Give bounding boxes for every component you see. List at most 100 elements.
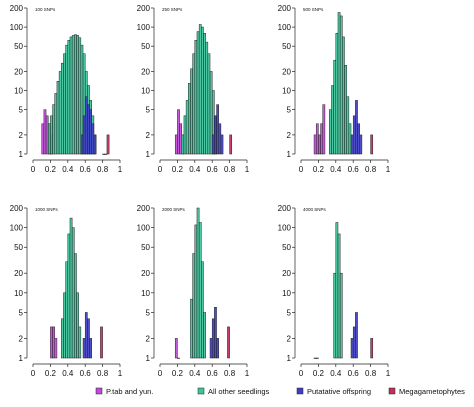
- histogram-bar: [89, 338, 92, 359]
- y-tick-label: 20: [141, 67, 150, 76]
- legend-label: Megagametophytes: [399, 387, 465, 396]
- histogram-bar: [67, 233, 71, 359]
- x-tick-label: 0.6: [80, 369, 92, 378]
- histogram-bar: [348, 123, 352, 155]
- histogram-bar: [201, 26, 204, 155]
- histogram-bar: [331, 85, 334, 155]
- histogram-bar: [203, 312, 206, 359]
- histogram-bar: [84, 312, 88, 359]
- y-tick-label: 5: [146, 308, 151, 317]
- legend-swatch: [388, 387, 396, 395]
- histogram-bar: [106, 134, 110, 155]
- x-tick-label: 0.8: [97, 369, 109, 378]
- histogram-bar: [350, 134, 354, 155]
- y-tick-label: 50: [141, 243, 150, 252]
- histogram-bar: [214, 115, 217, 155]
- histogram-bar: [74, 34, 77, 155]
- histogram-bar: [183, 115, 187, 155]
- x-tick-label: 0.4: [330, 369, 342, 378]
- y-tick-label: 50: [282, 243, 291, 252]
- x-tick-label: 0.8: [97, 165, 109, 174]
- histogram-bar: [198, 24, 202, 155]
- legend-label: All other seedlings: [208, 387, 270, 396]
- histogram-bar: [196, 207, 200, 359]
- histogram-bar: [370, 134, 374, 155]
- panel-3: 500 SNPs 1 2 5 10 20 50 100 200 0 0.2 0.4 0.6 0.8 1: [278, 4, 391, 174]
- y-tick-label: 200: [137, 4, 151, 13]
- histogram-bar: [177, 109, 180, 155]
- histogram-bar: [102, 153, 106, 155]
- x-tick-label: 0.6: [207, 165, 219, 174]
- y-tick-label: 200: [278, 204, 292, 213]
- histogram-bar: [74, 253, 77, 359]
- histogram-bar: [220, 134, 224, 155]
- histogram-bar: [333, 60, 337, 155]
- y-tick-label: 50: [141, 42, 150, 51]
- histogram-bar: [211, 134, 215, 155]
- x-axis: 0 0.2 0.4 0.6 0.8 1: [31, 363, 123, 378]
- histogram-bar: [50, 326, 53, 359]
- histogram-bar: [352, 115, 356, 155]
- x-tick-label: 0.2: [45, 165, 57, 174]
- x-tick-label: 1: [245, 165, 250, 174]
- histogram-bar: [52, 326, 56, 359]
- x-axis: 0 0.2 0.4 0.6 0.8 1: [299, 159, 391, 174]
- x-axis: 0 0.2 0.4 0.6 0.8 1: [158, 363, 250, 378]
- histogram-bar: [63, 53, 66, 155]
- y-tick-label: 2: [146, 334, 151, 343]
- x-tick-label: 0: [158, 165, 163, 174]
- histogram-bar: [50, 115, 53, 155]
- histogram-bar: [69, 217, 73, 359]
- y-tick-label: 1: [146, 150, 151, 159]
- legend-swatch: [296, 387, 304, 395]
- histogram-bar: [100, 326, 103, 359]
- histogram-bar: [58, 71, 62, 155]
- x-axis: 0 0.2 0.4 0.6 0.8 1: [299, 363, 391, 378]
- x-tick-label: 0.8: [365, 369, 377, 378]
- y-tick-label: 5: [287, 308, 292, 317]
- histogram-bar: [93, 134, 97, 155]
- x-tick-label: 0.6: [348, 369, 360, 378]
- y-axis: 1 2 5 10 20 50 100 200: [137, 204, 155, 363]
- x-tick-label: 0: [31, 165, 36, 174]
- legend-item: Putatative offspring: [296, 387, 371, 396]
- y-tick-label: 5: [287, 106, 292, 115]
- histogram-bar: [344, 65, 347, 155]
- histogram-bar: [181, 134, 185, 155]
- legend-item: All other seedlings: [197, 387, 270, 396]
- y-tick-label: 20: [282, 269, 291, 278]
- histogram-bar: [211, 318, 215, 359]
- x-axis: 0 0.2 0.4 0.6 0.8 1: [158, 159, 250, 174]
- y-tick-label: 10: [141, 289, 150, 298]
- histogram-bar: [355, 100, 358, 155]
- histogram-bar: [76, 292, 79, 359]
- y-tick-label: 10: [14, 87, 23, 96]
- y-axis: 1 2 5 10 20 50 100 200: [10, 204, 28, 363]
- x-tick-label: 1: [386, 165, 391, 174]
- histogram-bar: [174, 338, 178, 359]
- y-tick-label: 20: [282, 67, 291, 76]
- histogram-bar: [192, 253, 196, 359]
- histogram-bar: [333, 272, 337, 359]
- histogram-bar: [45, 115, 49, 155]
- histogram-bar: [216, 104, 219, 155]
- y-axis: 1 2 5 10 20 50 100 200: [278, 4, 296, 159]
- histogram-bar: [188, 83, 191, 155]
- histogram-bar: [84, 96, 88, 155]
- histogram-bar: [174, 134, 178, 155]
- x-tick-label: 0.2: [172, 369, 184, 378]
- x-tick-label: 0.8: [224, 369, 236, 378]
- y-tick-label: 200: [278, 4, 292, 13]
- histogram-bar: [337, 12, 341, 155]
- histogram-bar: [80, 134, 84, 155]
- x-tick-label: 0.4: [62, 165, 74, 174]
- histogram-bar: [43, 109, 47, 155]
- histogram-bar: [71, 35, 75, 155]
- x-tick-label: 0: [299, 165, 304, 174]
- y-tick-label: 100: [278, 23, 292, 32]
- histogram-bar: [335, 33, 339, 155]
- histogram-bar: [177, 357, 180, 359]
- x-tick-label: 0.4: [189, 165, 201, 174]
- y-tick-label: 20: [14, 269, 23, 278]
